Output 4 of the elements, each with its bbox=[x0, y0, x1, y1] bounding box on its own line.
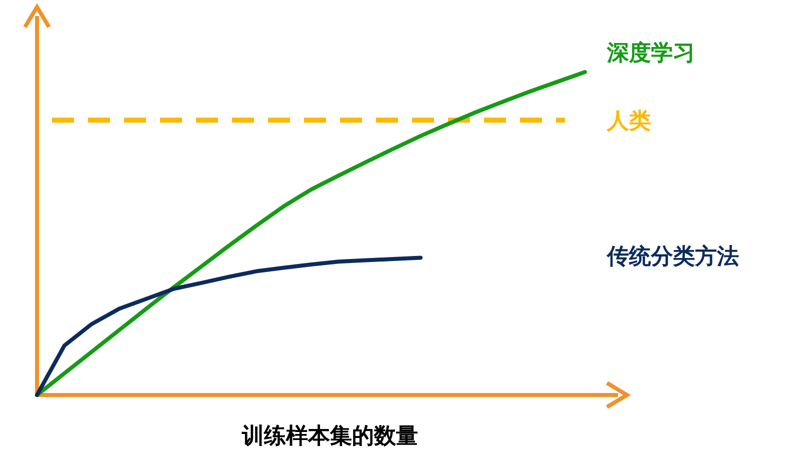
text: 传统分类方法 bbox=[606, 244, 739, 270]
x-axis-title: 训练样本集的数量 bbox=[241, 424, 418, 449]
ref-line-label: 人类 bbox=[606, 109, 651, 134]
series-label: 深度学习 bbox=[606, 40, 695, 66]
